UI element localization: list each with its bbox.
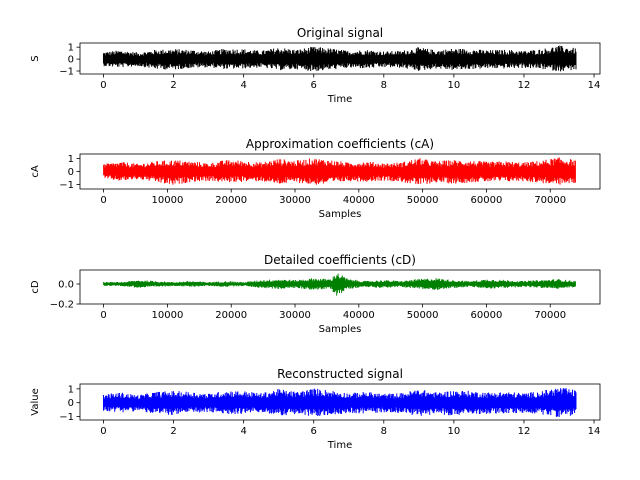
x-axis-label: Time [327,94,352,105]
x-tick-label: 6 [311,80,317,91]
x-tick-label: 8 [381,80,387,91]
chart-title: Detailed coefficients (cD) [264,253,416,267]
x-tick-label: 0 [100,195,106,206]
x-axis-label: Samples [319,209,362,220]
x-tick-label: 6 [311,426,317,437]
x-tick-label: 30000 [279,195,311,206]
axes-frame [79,383,601,421]
y-axis-label: cA [30,165,41,177]
y-tick-label: −1 [59,67,74,78]
chart-panel-4: Reconstructed signal 0 2 4 6 8 10 12 14 −1 0 1 Time V… [30,367,600,451]
y-tick-label: −1 [59,412,74,423]
y-axis-label: Value [30,388,41,415]
signal-trace [102,45,577,72]
chart-panel-2: Approximation coefficients (cA) 0 10000 200… [30,137,601,220]
y-tick-label: 0 [68,167,74,178]
y-tick-label: 0 [68,55,74,66]
signal-series [102,388,577,417]
signal-trace [103,157,576,185]
signal-series [102,45,577,72]
axes-frame [79,42,601,75]
x-tick-label: 50000 [407,195,439,206]
chart-title: Original signal [297,26,383,40]
signal-series [103,157,576,185]
x-tick-label: 14 [588,80,601,91]
x-tick-label: 40000 [343,310,375,321]
x-tick-label: 0 [100,80,106,91]
signal-trace [103,273,576,296]
x-axis-label: Samples [319,324,362,335]
x-tick-label: 70000 [534,195,566,206]
y-tick-label: 1 [68,154,74,165]
chart-panel-3: Detailed coefficients (cD) 0 10000 20000 300… [30,253,601,335]
x-tick-label: 10 [448,426,461,437]
x-tick-label: 50000 [407,310,439,321]
x-axis-label: Time [327,440,352,451]
x-tick-label: 30000 [279,310,311,321]
x-tick-label: 2 [170,80,176,91]
x-tick-label: 4 [240,426,246,437]
x-tick-label: 60000 [471,310,503,321]
x-tick-label: 20000 [215,195,247,206]
y-axis-label: cD [30,280,41,293]
x-tick-label: 8 [381,426,387,437]
x-tick-label: 12 [518,80,531,91]
signal-trace [102,388,577,417]
x-tick-label: 0 [100,310,106,321]
y-tick-label: 0.0 [58,280,74,291]
chart-title: Reconstructed signal [277,367,403,381]
signal-series [103,273,576,296]
x-tick-label: 10000 [152,195,184,206]
x-tick-label: 14 [588,426,601,437]
x-tick-label: 4 [240,80,246,91]
y-tick-label: 1 [68,43,74,54]
y-axis-label: S [30,55,41,61]
x-tick-label: 12 [518,426,531,437]
axes-frame [79,269,601,305]
x-tick-label: 20000 [215,310,247,321]
y-tick-label: −0.2 [50,300,74,311]
x-tick-label: 10000 [152,310,184,321]
x-tick-label: 60000 [471,195,503,206]
x-tick-label: 70000 [534,310,566,321]
x-tick-label: 40000 [343,195,375,206]
chart-title: Approximation coefficients (cA) [246,137,434,151]
y-tick-label: 0 [68,398,74,409]
x-tick-label: 10 [448,80,461,91]
y-tick-label: −1 [59,180,74,191]
y-tick-label: 1 [68,384,74,395]
x-tick-label: 0 [100,426,106,437]
x-tick-label: 2 [170,426,176,437]
